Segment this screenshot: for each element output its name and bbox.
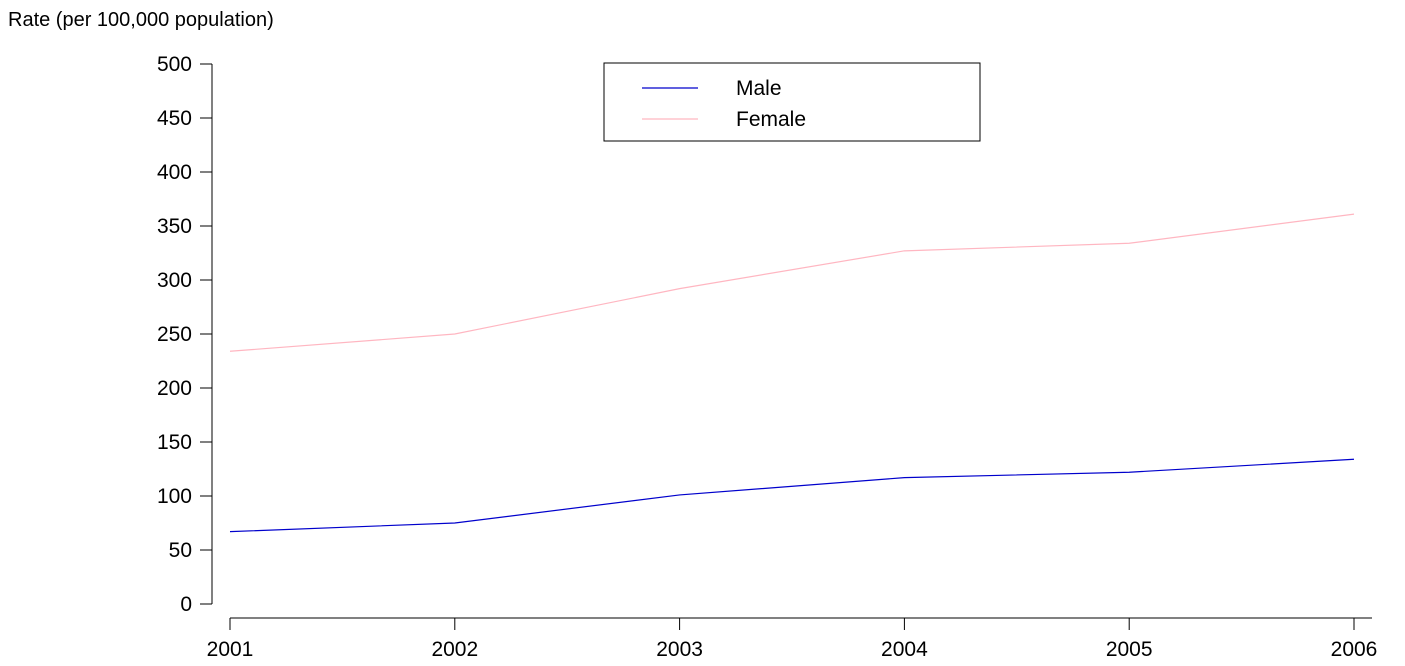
y-tick-label: 350 — [157, 215, 192, 238]
legend-label-male: Male — [736, 77, 782, 100]
legend: Male Female — [603, 62, 981, 142]
x-tick-label: 2001 — [207, 638, 254, 661]
y-tick-label: 300 — [157, 269, 192, 292]
y-axis-label: Rate (per 100,000 population) — [8, 9, 274, 31]
series-line-male — [229, 458, 1355, 533]
y-tick-label: 250 — [157, 323, 192, 346]
x-tick-label: 2006 — [1331, 638, 1378, 661]
plot-series — [229, 213, 1355, 533]
y-axis-ticks: 0 50 100 150 200 250 300 350 400 450 500 — [157, 53, 212, 616]
y-tick-label: 0 — [180, 593, 192, 616]
legend-box — [603, 62, 981, 142]
x-tick-label: 2004 — [881, 638, 928, 661]
x-axis-ticks: 2001 2002 2003 2004 2005 2006 — [207, 618, 1378, 661]
y-tick-label: 400 — [157, 161, 192, 184]
y-tick-label: 450 — [157, 107, 192, 130]
y-tick-label: 50 — [169, 539, 192, 562]
series-line-female — [229, 213, 1355, 352]
x-tick-label: 2003 — [656, 638, 703, 661]
axes — [211, 64, 1372, 619]
x-tick-label: 2002 — [431, 638, 478, 661]
legend-label-female: Female — [736, 108, 806, 131]
y-tick-label: 150 — [157, 431, 192, 454]
y-tick-label: 200 — [157, 377, 192, 400]
y-tick-label: 100 — [157, 485, 192, 508]
x-tick-label: 2005 — [1106, 638, 1153, 661]
y-tick-label: 500 — [157, 53, 192, 76]
